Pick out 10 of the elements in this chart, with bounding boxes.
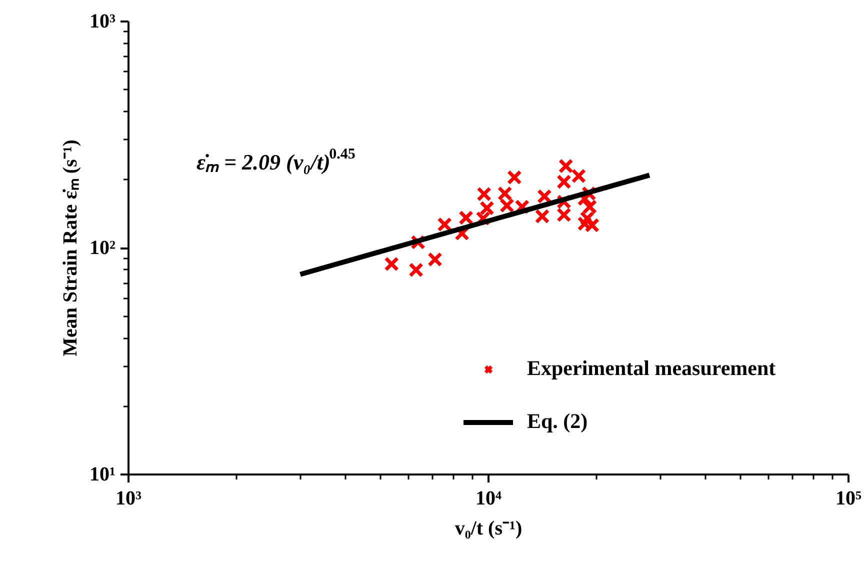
y-tick-label: 10¹ xyxy=(90,464,116,486)
x-tick-label: 10⁴ xyxy=(476,488,502,510)
x-axis-title: v₀/t (s⁻¹) xyxy=(454,518,522,540)
y-tick-label: 10³ xyxy=(90,10,116,32)
legend-label: Eq. (2) xyxy=(527,409,588,434)
x-tick-label: 10⁵ xyxy=(836,488,862,510)
y-tick-label: 10² xyxy=(90,237,116,259)
legend-label: Experimental measurement xyxy=(527,356,776,381)
x-tick-label: 10³ xyxy=(116,488,142,510)
y-axis-title: Mean Strain Rate ε̇ₘ (s⁻¹) xyxy=(60,140,82,356)
